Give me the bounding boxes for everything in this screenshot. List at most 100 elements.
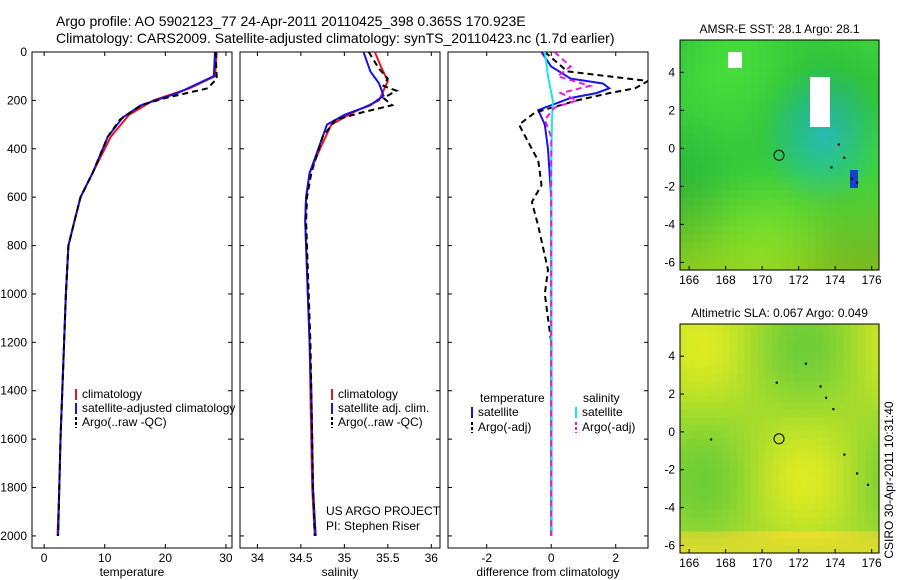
sst-field-cell — [850, 212, 859, 221]
sst-field-cell — [743, 234, 752, 242]
sla-field-cell — [729, 381, 738, 390]
sla-field-cell — [758, 395, 766, 404]
sst-field-cell — [815, 234, 823, 242]
sst-field-cell — [743, 147, 752, 156]
sla-field-cell — [829, 510, 837, 518]
sst-field-cell — [765, 234, 773, 242]
sst-field-cell — [850, 248, 859, 257]
sla-field-cell — [715, 531, 724, 540]
sst-field-cell — [694, 262, 702, 271]
sst-field-cell — [743, 248, 752, 257]
sst-field-cell — [722, 133, 731, 142]
sst-field-cell — [680, 183, 688, 192]
sst-field-cell — [843, 226, 852, 235]
sst-field-cell — [871, 47, 880, 55]
sla-field-cell — [687, 345, 695, 354]
sla-field-cell — [829, 459, 837, 468]
sst-field-cell — [722, 176, 731, 185]
sst-field-cell — [793, 97, 802, 106]
sst-field-cell — [772, 198, 781, 206]
sla-field-cell — [772, 495, 781, 504]
sla-field-cell — [715, 452, 724, 461]
sal-xtick-label: 35.5 — [376, 551, 400, 565]
sst-field-cell — [736, 83, 745, 91]
sla-field-cell — [765, 517, 773, 525]
sla-field-cell — [836, 381, 845, 390]
sst-field-cell — [687, 241, 695, 250]
sla-field-cell — [687, 524, 695, 533]
sst-field-cell — [871, 140, 880, 149]
sst-field-cell — [857, 119, 866, 127]
temp-axes-box — [31, 51, 233, 549]
sst-field-cell — [843, 140, 852, 149]
sst-field-cell — [786, 241, 795, 250]
sst-field-cell — [850, 40, 859, 48]
sla-field-cell — [843, 445, 852, 454]
sst-field-cell — [736, 183, 745, 192]
sst-field-cell — [715, 162, 724, 170]
sla-argo-marker — [773, 433, 785, 445]
sla-ytick-label: -6 — [664, 538, 675, 552]
sla-field-cell — [708, 417, 717, 425]
sst-field-cell — [772, 83, 781, 91]
sla-field-cell — [829, 538, 837, 547]
sla-field-cell — [793, 324, 802, 332]
sst-field-cell — [743, 54, 752, 63]
sla-field-cell — [694, 324, 702, 332]
sla-field-cell — [786, 452, 795, 461]
sla-field-cell — [836, 538, 845, 547]
sst-field-cell — [680, 140, 688, 149]
sla-field-cell — [722, 495, 731, 504]
sla-field-cell — [722, 524, 731, 533]
sst-field-cell — [864, 219, 873, 228]
sla-field-cell — [793, 474, 802, 483]
sla-field-cell — [822, 345, 830, 354]
sst-field-cell — [715, 226, 724, 235]
sla-field-cell — [793, 395, 802, 404]
sla-field-cell — [807, 452, 816, 461]
sst-field-cell — [694, 40, 702, 48]
sla-field-cell — [779, 495, 788, 504]
sla-xtick-label: 176 — [862, 556, 882, 570]
sst-field-cell — [836, 169, 845, 178]
sst-field-cell — [708, 126, 717, 135]
sst-field-cell — [793, 155, 802, 163]
sst-xtick-label: 172 — [789, 273, 809, 287]
sst-field-cell — [843, 47, 852, 55]
sla-field-cell — [736, 481, 745, 490]
sla-field-cell — [708, 524, 717, 533]
sst-field-cell — [864, 205, 873, 214]
sla-field-cell — [815, 510, 823, 518]
sst-field-cell — [743, 241, 752, 250]
sla-field-cell — [836, 495, 845, 504]
sla-field-cell — [871, 338, 880, 347]
sst-field-cell — [850, 111, 859, 120]
sst-field-cell — [786, 147, 795, 156]
sla-field-cell — [751, 510, 759, 518]
sla-field-cell — [743, 474, 752, 483]
sla-field-cell — [751, 366, 759, 375]
sla-coast-dot — [824, 396, 828, 400]
sla-field-cell — [758, 431, 766, 440]
sla-field-cell — [736, 445, 745, 454]
sla-field-cell — [708, 424, 717, 432]
sst-field-cell — [736, 226, 745, 235]
sla-field-cell — [743, 517, 752, 525]
sst-field-cell — [751, 198, 759, 206]
sla-field-cell — [807, 388, 816, 397]
sla-field-cell — [793, 495, 802, 504]
sla-field-cell — [829, 431, 837, 440]
sla-field-cell — [850, 445, 859, 454]
sst-field-cell — [743, 61, 752, 70]
sst-field-cell — [829, 75, 837, 84]
sst-field-cell — [815, 61, 823, 70]
sst-field-cell — [687, 205, 695, 214]
sst-field-cell — [715, 183, 724, 192]
sla-field-cell — [779, 352, 788, 361]
sst-field-cell — [758, 147, 766, 156]
sla-field-cell — [779, 395, 788, 404]
sla-field-cell — [722, 488, 731, 497]
sst-field-cell — [807, 255, 816, 264]
sla-field-cell — [722, 538, 731, 547]
sst-field-cell — [758, 169, 766, 178]
